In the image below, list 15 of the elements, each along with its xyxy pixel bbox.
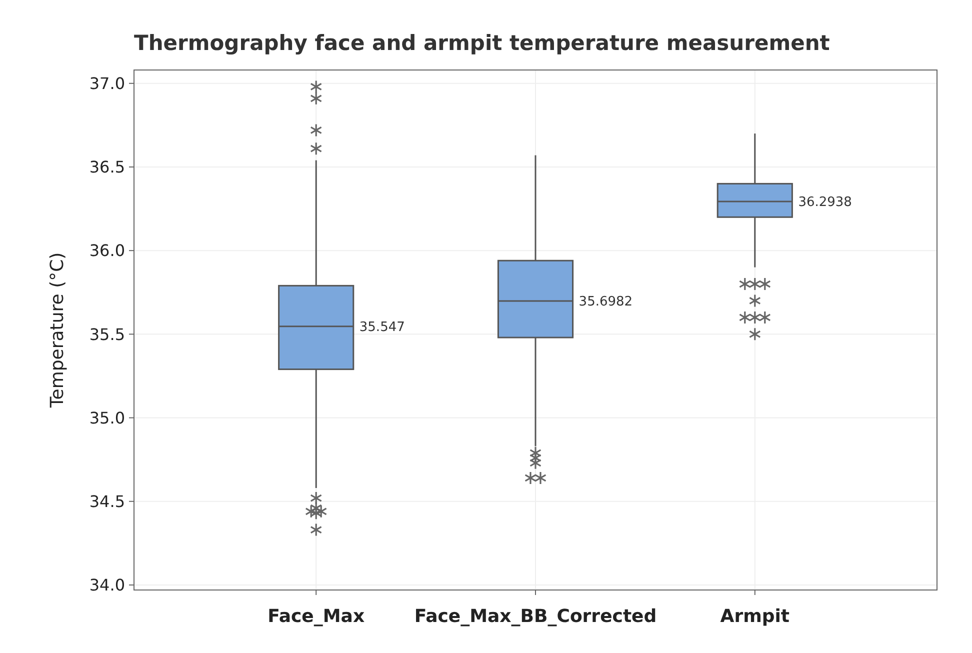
annotation: 36.2938 xyxy=(798,195,852,210)
x-tick-label: Face_Max_BB_Corrected xyxy=(414,606,657,627)
chart-title: Thermography face and armpit temperature measurement xyxy=(134,31,830,55)
y-tick-label: 37.0 xyxy=(89,74,125,93)
y-tick-label: 36.5 xyxy=(89,158,125,177)
x-tick-label: Face_Max xyxy=(268,606,365,627)
annotation: 35.547 xyxy=(359,320,405,335)
y-tick-label: 34.5 xyxy=(89,492,125,511)
annotation: 35.6982 xyxy=(578,294,633,310)
x-tick-label: Armpit xyxy=(720,606,790,627)
y-tick-label: 34.0 xyxy=(89,576,125,595)
y-axis-title: Temperature (°C) xyxy=(47,252,68,409)
y-tick-label: 35.5 xyxy=(89,324,125,344)
y-tick-label: 35.0 xyxy=(89,408,125,428)
y-tick-label: 36.0 xyxy=(89,241,125,260)
